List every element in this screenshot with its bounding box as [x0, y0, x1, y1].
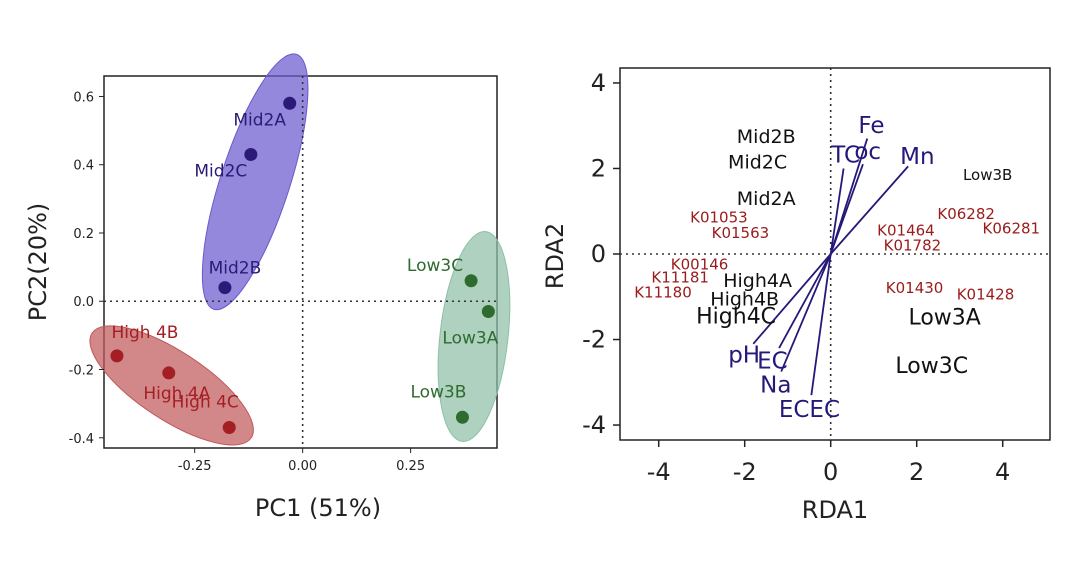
- rda-x-tick-label: -4: [647, 458, 671, 486]
- env-vector: [829, 168, 845, 255]
- rda-plot-frame: [619, 67, 1051, 441]
- sample-point: [218, 281, 232, 295]
- sample-point: [244, 147, 258, 161]
- sample-point: [283, 96, 297, 110]
- group-ellipse: [437, 231, 511, 442]
- env-vector-label: TC: [830, 143, 860, 169]
- gene-label: K06281: [983, 219, 1041, 237]
- sample-point: [162, 366, 176, 380]
- env-vector: [830, 165, 909, 255]
- env-vector: [829, 163, 864, 255]
- env-vector: [780, 253, 832, 372]
- pca-group-ellipses: [89, 53, 511, 446]
- group-ellipse: [201, 53, 309, 311]
- pca-y-tick-label: -0.4: [69, 432, 94, 447]
- gene-label: K01563: [712, 224, 770, 242]
- pca-y-axis-label: PC2(20%): [24, 203, 52, 322]
- sample-point: [455, 410, 469, 424]
- sample-label: High 4A: [143, 384, 210, 404]
- sample-label: Low3A: [442, 328, 498, 348]
- sample-label: Low3B: [963, 166, 1012, 184]
- pca-x-tick-label: 0.00: [288, 459, 317, 474]
- sample-point: [464, 274, 478, 288]
- sample-point: [222, 421, 236, 435]
- pca-y-tick-label: 0.2: [73, 227, 94, 242]
- sample-label: High 4B: [111, 323, 178, 343]
- sample-label: Mid2C: [728, 152, 787, 174]
- pca-y-tick-label: 0.6: [73, 90, 94, 105]
- sample-label: Mid2A: [737, 188, 796, 210]
- rda-y-tick-label: 2: [591, 154, 606, 182]
- gene-label: K06282: [937, 205, 995, 223]
- rda-reference-lines: [620, 68, 1050, 440]
- gene-label: K01464: [877, 221, 935, 239]
- env-vector-label: Mn: [900, 144, 934, 170]
- sample-label: High4A: [723, 270, 792, 292]
- gene-label: K01430: [886, 279, 944, 297]
- sample-label: Low3B: [410, 382, 466, 402]
- pca-x-axis-label: PC1 (51%): [255, 494, 381, 522]
- rda-ticks: -4 -2 0 2 4 -4 -2 0 2 4: [582, 69, 1010, 486]
- rda-x-axis-label: RDA1: [802, 496, 868, 524]
- env-vector: [752, 253, 832, 345]
- rda-y-tick-label: 0: [591, 240, 606, 268]
- sample-label: Low3C: [895, 354, 968, 379]
- pca-x-tick-label: 0.25: [396, 459, 425, 474]
- rda-x-tick-label: 0: [823, 458, 838, 486]
- gene-label: K01782: [884, 236, 942, 254]
- gene-label: K00146: [671, 256, 729, 274]
- env-vector-label: EC: [757, 348, 788, 374]
- pca-y-tick-label: 0.0: [73, 295, 94, 310]
- pca-plot: -0.25 0.00 0.25-0.4-0.20.00.20.40.6 Mid2AM…: [24, 53, 511, 522]
- rda-y-tick-label: 4: [591, 69, 606, 97]
- env-vector-label: ECEC: [779, 397, 840, 423]
- gene-label: K11181: [651, 269, 709, 287]
- rda-x-tick-label: 2: [909, 458, 924, 486]
- env-vector-label: Na: [760, 372, 791, 398]
- pca-x-tick-label: -0.25: [178, 459, 212, 474]
- sample-label: Mid2A: [233, 110, 286, 130]
- env-vector: [778, 253, 832, 349]
- sample-label: Mid2B: [209, 259, 262, 279]
- sample-point: [110, 349, 124, 363]
- sample-label: High 4C: [172, 393, 239, 413]
- rda-y-axis-label: RDA2: [541, 223, 569, 289]
- pca-y-tick-label: -0.2: [69, 364, 94, 379]
- pca-ticks: -0.25 0.00 0.25 -0.4 -0.2 0.0 0.2 0.4 0.6: [69, 90, 425, 474]
- gene-label: K01428: [957, 286, 1015, 304]
- sample-label: Low3C: [407, 256, 463, 276]
- rda-x-tick-label: -2: [733, 458, 757, 486]
- sample-label: High4B: [710, 289, 779, 311]
- gene-label: K01053: [690, 209, 748, 227]
- sample-point: [481, 304, 495, 318]
- sample-label: Mid2C: [194, 161, 247, 181]
- sample-label: Low3A: [908, 306, 980, 331]
- pca-reference-lines: [104, 76, 497, 448]
- env-vector: [810, 253, 832, 396]
- rda-y-tick-label: -2: [582, 326, 606, 354]
- rda-x-tick-label: 4: [995, 458, 1010, 486]
- sample-label: Mid2B: [737, 126, 796, 148]
- env-vector-label: pH: [728, 342, 760, 368]
- env-vector-label: Fe: [858, 113, 884, 139]
- rda-y-tick-label: -4: [582, 411, 606, 439]
- gene-label: K11180: [634, 283, 692, 301]
- env-vector-label: oc: [854, 139, 881, 165]
- pca-y-tick-label: 0.4: [73, 159, 94, 174]
- group-ellipse: [89, 325, 254, 446]
- sample-label: High4C: [696, 305, 776, 330]
